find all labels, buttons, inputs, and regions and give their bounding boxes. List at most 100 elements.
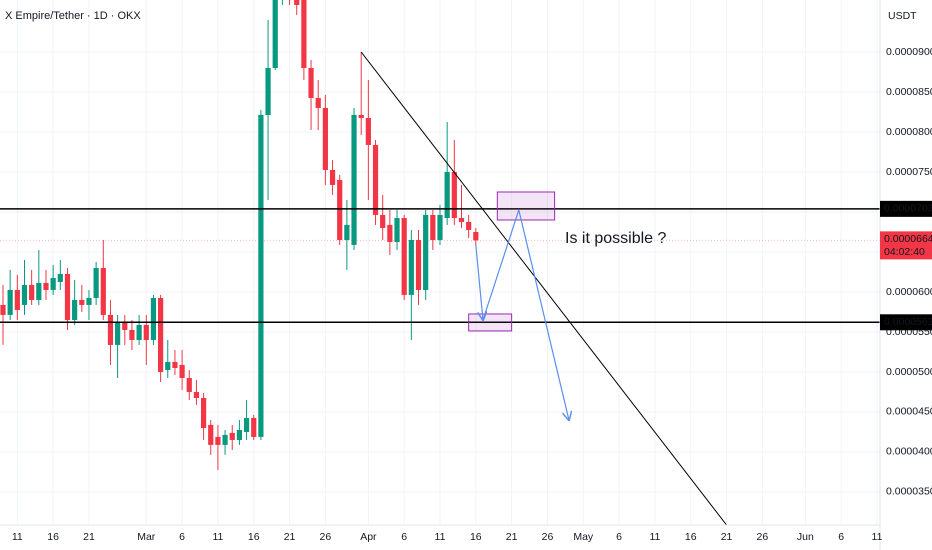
x-tick-label: 16 [685, 531, 697, 543]
x-tick-label: Mar [137, 531, 156, 543]
currency: USDT [888, 10, 917, 22]
x-tick-label: 6 [179, 531, 185, 543]
level-label: 0.00005621 [884, 316, 932, 328]
candle-body [423, 214, 429, 290]
candle-body [165, 361, 171, 370]
candle-body [358, 114, 364, 118]
candle-body [79, 299, 85, 305]
candle-body [36, 282, 42, 300]
candle-body [222, 434, 228, 445]
x-tick-label: 11 [212, 531, 223, 543]
candles [0, 0, 479, 470]
x-tick-label: 11 [435, 531, 446, 543]
x-tick-label: 16 [47, 531, 59, 543]
candle-body [365, 117, 371, 145]
candle-body [372, 144, 379, 215]
candle-body [186, 377, 192, 392]
projection-segment [475, 244, 483, 320]
candle-body [458, 217, 465, 222]
candle-body [150, 297, 157, 340]
x-tick-label: 6 [401, 531, 407, 543]
candle-body [322, 107, 328, 170]
y-tick-label: 0.00009000 [886, 46, 932, 58]
candle-body [129, 329, 135, 340]
x-tick-label: 6 [616, 531, 622, 543]
level-label-box [880, 314, 932, 331]
x-tick-label: 16 [470, 531, 482, 543]
candle-body [143, 324, 149, 340]
candle-body [50, 277, 56, 290]
candle-body [0, 304, 6, 315]
candle-body [93, 267, 99, 298]
candle-body [236, 429, 243, 440]
y-tick-label: 0.00006000 [886, 286, 932, 298]
candle-body [351, 114, 357, 245]
candle-body [415, 239, 422, 290]
y-tick-label: 0.00008500 [886, 86, 932, 98]
candle-body [107, 314, 114, 345]
candle-body [344, 224, 350, 240]
x-tick-label: 21 [284, 531, 296, 543]
candle-body [329, 169, 336, 185]
candle-body [229, 432, 235, 440]
countdown-label: 04:02:40 [884, 246, 925, 258]
level-label-box [880, 200, 932, 217]
x-tick-label: Jun [797, 531, 814, 543]
candle-body [193, 391, 200, 398]
candle-body [380, 214, 386, 228]
candle-body [43, 282, 49, 290]
x-tick-label: 26 [542, 531, 554, 543]
x-tick-label: May [573, 531, 594, 543]
level-label: 0.00007039 [884, 203, 932, 215]
candle-body [444, 171, 450, 218]
candle-body [64, 273, 71, 320]
x-tick-label: Apr [360, 531, 377, 543]
x-tick-label: 21 [506, 531, 518, 543]
candle-body [301, 0, 307, 68]
candle-body [387, 224, 393, 242]
candle-body [57, 273, 63, 282]
y-tick-label: 0.00003500 [886, 486, 932, 498]
candle-body [272, 0, 278, 68]
candle-body [122, 321, 128, 330]
candle-body [14, 289, 20, 310]
drawings [0, 51, 880, 525]
zone-box [468, 313, 513, 332]
candle-body [466, 221, 472, 230]
candle-body [243, 417, 250, 432]
x-tick-label: 11 [872, 531, 883, 543]
trendline [360, 51, 727, 525]
candle-body [408, 239, 414, 295]
chart-title: X Empire/Tether · 1D · OKX [5, 10, 141, 22]
candle-body [7, 289, 13, 315]
x-tick-label: 21 [83, 531, 95, 543]
projection-segment [518, 209, 569, 420]
y-tick-label: 0.00007500 [886, 166, 932, 178]
candle-body [158, 297, 164, 372]
x-tick-label: 16 [248, 531, 260, 543]
x-tick-label: 26 [320, 531, 332, 543]
candle-body [172, 361, 178, 368]
zone-box [496, 191, 556, 221]
candle-body [437, 214, 443, 240]
x-tick-label: 21 [721, 531, 733, 543]
candle-body [251, 417, 257, 437]
projection-segment [482, 209, 520, 321]
y-tick-label: 0.00008000 [886, 126, 932, 138]
price-labels: 0.00007039 0.00005621 0.0000664504:02:40 [880, 200, 932, 331]
candle-body [294, 0, 300, 5]
candle-body [265, 67, 271, 115]
x-tick-label: 26 [757, 531, 769, 543]
candle-body [308, 67, 314, 98]
candle-body [315, 97, 321, 108]
candle-body [451, 171, 457, 218]
candle-body [179, 364, 185, 378]
x-tick-label: 11 [649, 531, 660, 543]
candle-body [258, 114, 264, 437]
candle-body [21, 284, 28, 305]
candle-body [136, 324, 142, 340]
candle-body [29, 284, 35, 300]
